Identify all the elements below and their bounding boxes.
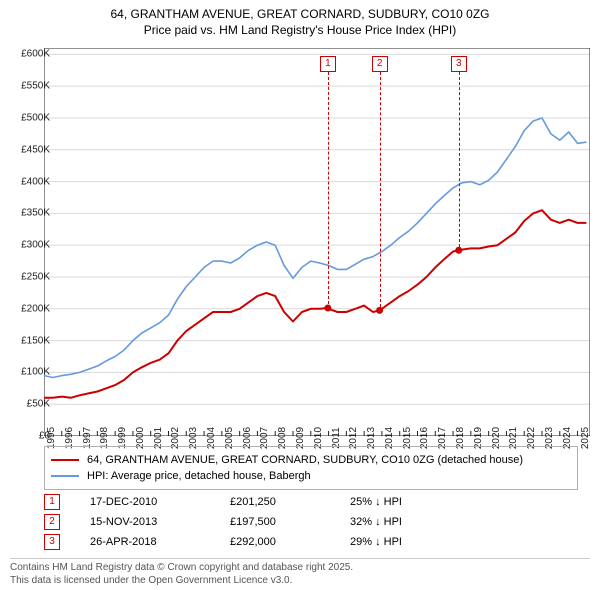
sale-drop-line	[380, 72, 381, 307]
legend-label: 64, GRANTHAM AVENUE, GREAT CORNARD, SUDB…	[87, 454, 523, 466]
y-tick-label: £550K	[21, 81, 50, 92]
transaction-delta: 25% ↓ HPI	[350, 496, 578, 508]
y-tick-label: £600K	[21, 49, 50, 60]
legend-item: 64, GRANTHAM AVENUE, GREAT CORNARD, SUDB…	[51, 452, 571, 468]
transactions-table: 1 17-DEC-2010 £201,250 25% ↓ HPI 2 15-NO…	[44, 492, 578, 552]
transaction-marker: 3	[44, 534, 60, 550]
legend-label: HPI: Average price, detached house, Babe…	[87, 470, 311, 482]
transaction-date: 17-DEC-2010	[90, 496, 230, 508]
transaction-delta: 32% ↓ HPI	[350, 516, 578, 528]
sale-drop-line	[328, 72, 329, 304]
sale-drop-line	[459, 72, 460, 247]
y-tick-label: £450K	[21, 144, 50, 155]
transaction-delta: 29% ↓ HPI	[350, 536, 578, 548]
y-tick-label: £350K	[21, 208, 50, 219]
price-chart	[44, 48, 590, 436]
legend-item: HPI: Average price, detached house, Babe…	[51, 468, 571, 484]
transaction-row: 1 17-DEC-2010 £201,250 25% ↓ HPI	[44, 492, 578, 512]
transaction-marker: 2	[44, 514, 60, 530]
sale-marker: 1	[320, 56, 336, 72]
title-line2: Price paid vs. HM Land Registry's House …	[0, 22, 600, 38]
transaction-marker: 1	[44, 494, 60, 510]
sale-marker: 2	[372, 56, 388, 72]
transaction-price: £197,500	[230, 516, 350, 528]
chart-title: 64, GRANTHAM AVENUE, GREAT CORNARD, SUDB…	[0, 0, 600, 38]
transaction-row: 3 26-APR-2018 £292,000 29% ↓ HPI	[44, 532, 578, 552]
y-tick-label: £300K	[21, 240, 50, 251]
transaction-price: £201,250	[230, 496, 350, 508]
title-line1: 64, GRANTHAM AVENUE, GREAT CORNARD, SUDB…	[0, 6, 600, 22]
y-tick-label: £200K	[21, 303, 50, 314]
transaction-row: 2 15-NOV-2013 £197,500 32% ↓ HPI	[44, 512, 578, 532]
sale-marker: 3	[451, 56, 467, 72]
attribution-footer: Contains HM Land Registry data © Crown c…	[10, 558, 590, 587]
y-tick-label: £150K	[21, 335, 50, 346]
y-tick-label: £500K	[21, 112, 50, 123]
legend-swatch	[51, 475, 79, 477]
y-tick-label: £400K	[21, 176, 50, 187]
footer-line2: This data is licensed under the Open Gov…	[10, 574, 590, 587]
legend: 64, GRANTHAM AVENUE, GREAT CORNARD, SUDB…	[44, 446, 578, 490]
transaction-date: 15-NOV-2013	[90, 516, 230, 528]
y-tick-label: £50K	[27, 399, 50, 410]
transaction-price: £292,000	[230, 536, 350, 548]
footer-line1: Contains HM Land Registry data © Crown c…	[10, 561, 590, 574]
x-tick-label: 2025	[578, 427, 591, 449]
y-tick-label: £100K	[21, 367, 50, 378]
y-tick-label: £250K	[21, 271, 50, 282]
legend-swatch	[51, 459, 79, 461]
transaction-date: 26-APR-2018	[90, 536, 230, 548]
